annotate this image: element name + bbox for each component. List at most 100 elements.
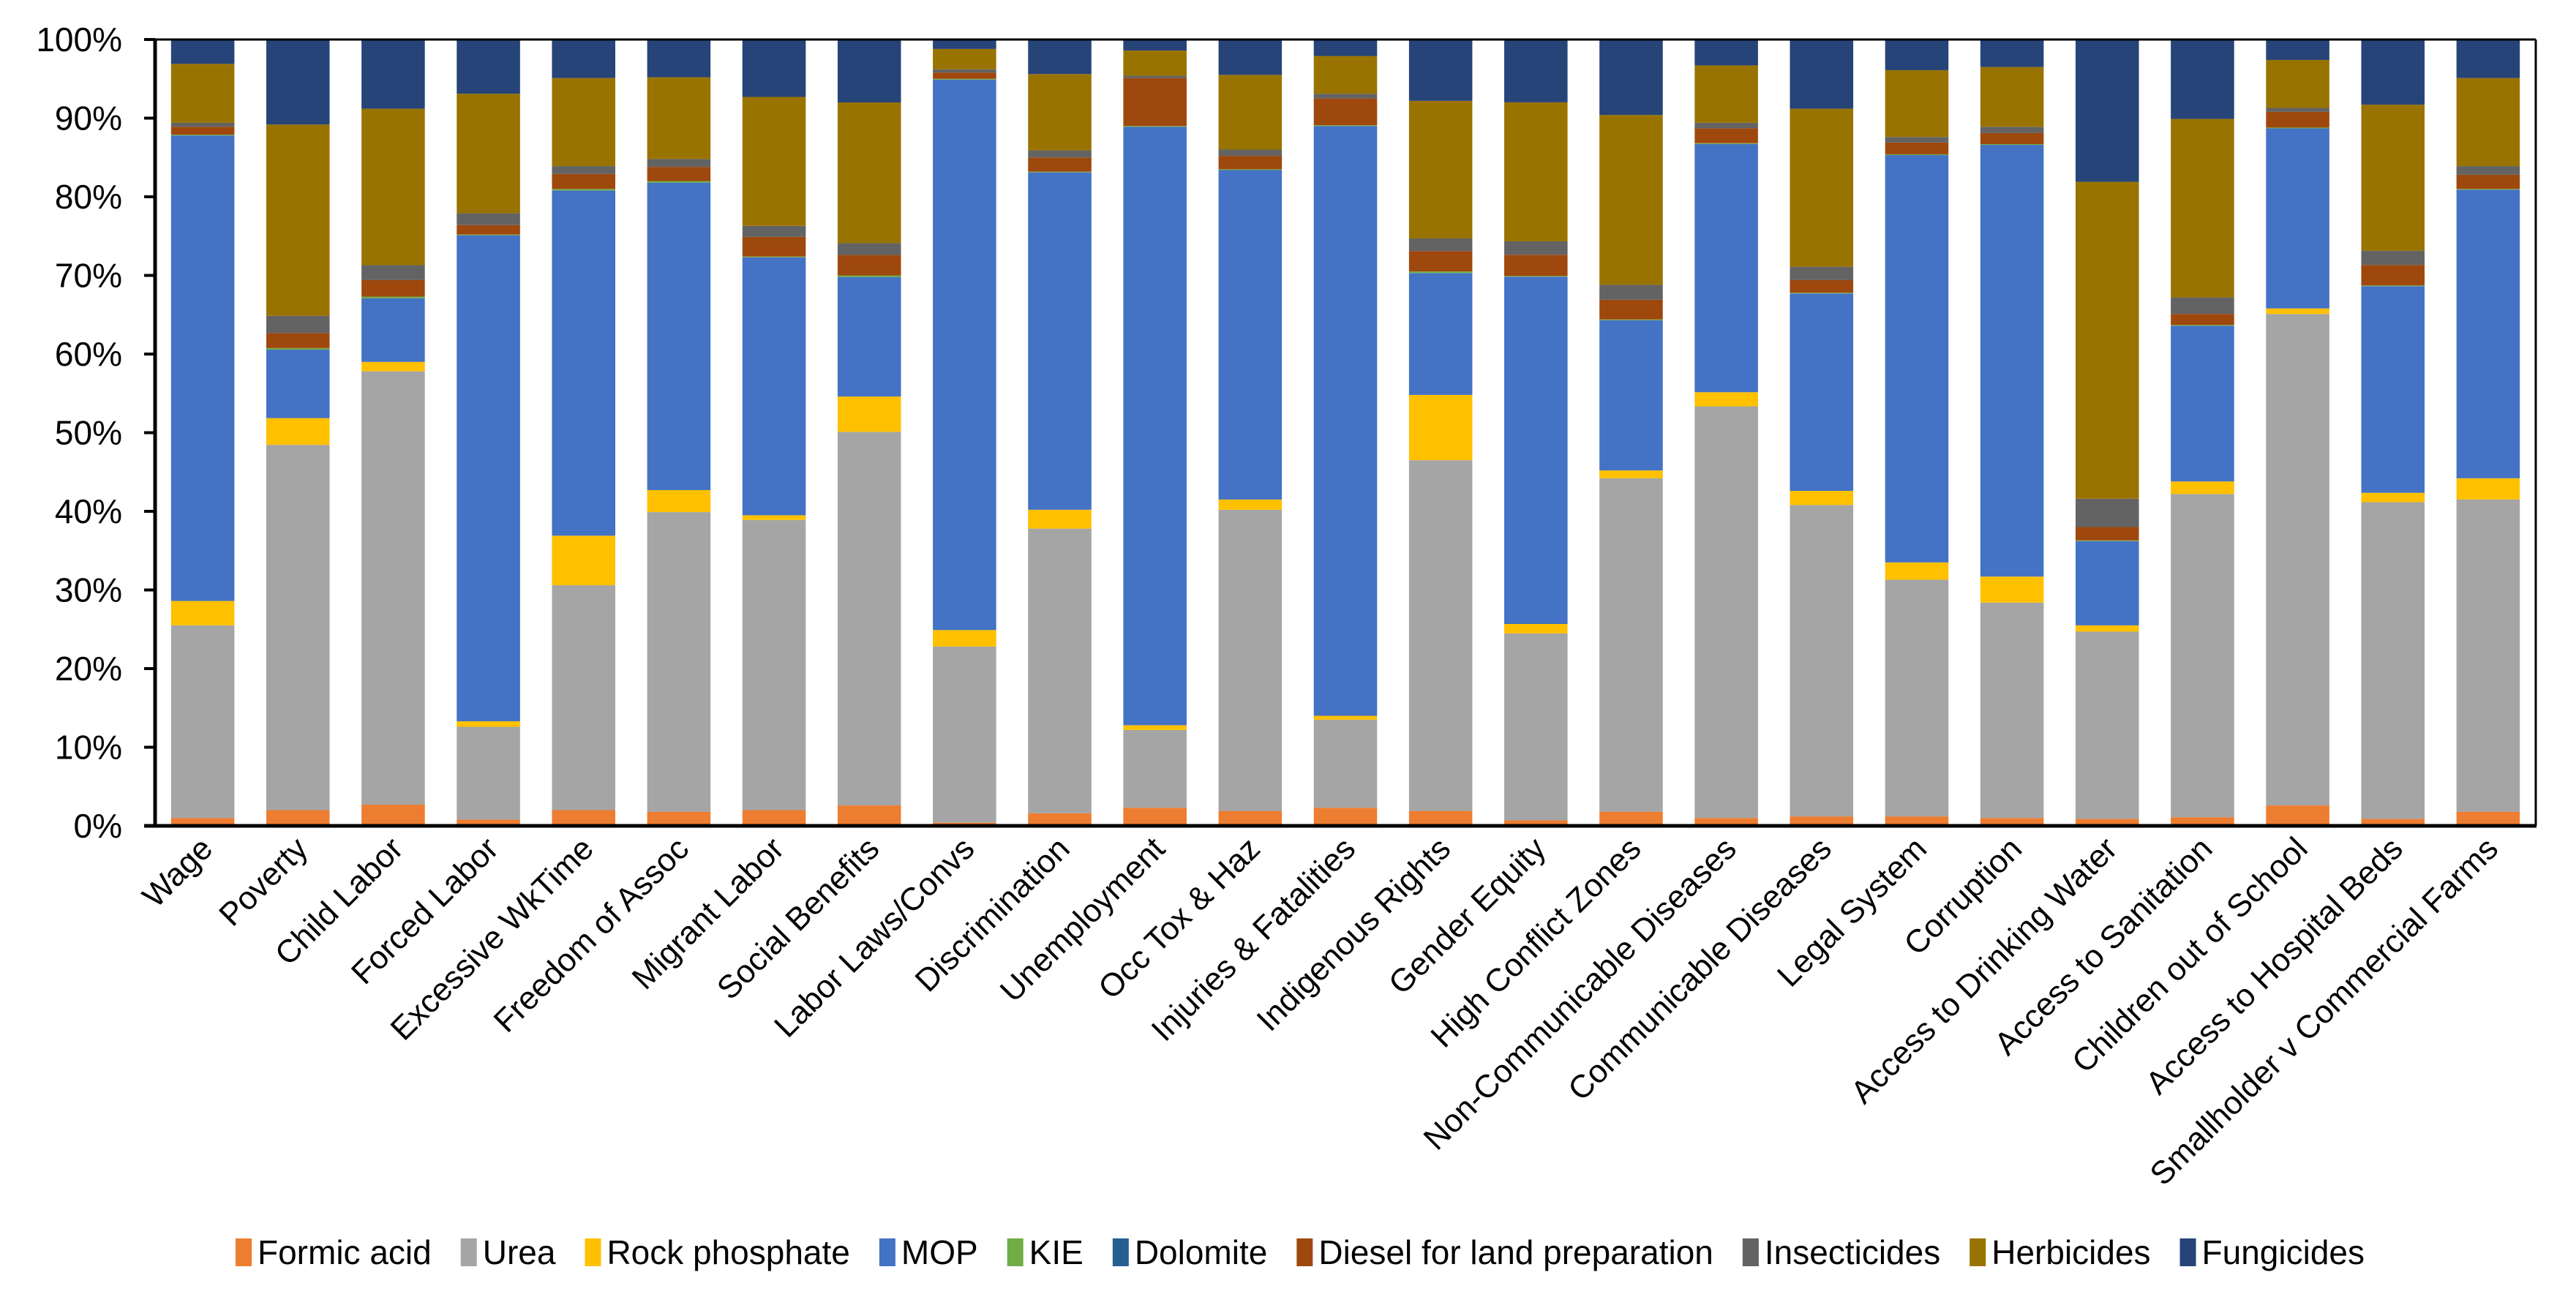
bar-segment-diesel-for-land-preparation — [1694, 128, 1758, 143]
bar-segment-urea — [2456, 499, 2520, 812]
bar-stack-gender-equity — [1504, 40, 1568, 826]
bar-segment-fungicides — [2171, 40, 2234, 119]
legend: Formic acid Urea Rock phosphate MOP KIE Dolom… — [236, 1233, 2365, 1271]
bar-segment-rock-phosphate — [457, 721, 520, 727]
bar-segment-herbicides — [647, 77, 711, 159]
legend-item-dolomite: Dolomite — [1112, 1233, 1267, 1271]
bar-segment-formic-acid — [361, 804, 425, 826]
bar-segment-herbicides — [2171, 119, 2234, 298]
bar-segment-formic-acid — [2266, 805, 2329, 826]
bar-segment-formic-acid — [552, 810, 615, 826]
bar-segment-fungicides — [1790, 40, 1854, 109]
y-tick-label: 90% — [55, 99, 122, 138]
bar-segment-rock-phosphate — [2076, 625, 2139, 632]
legend-swatch — [1742, 1238, 1759, 1266]
bar-segment-urea — [170, 625, 235, 819]
bar-segment-kie — [647, 181, 711, 183]
bar-segment-urea — [552, 585, 615, 811]
bar-segment-rock-phosphate — [1408, 394, 1473, 461]
y-tick-label: 0% — [74, 807, 122, 845]
legend-label: Herbicides — [1991, 1233, 2150, 1271]
bar-segment-mop — [1028, 172, 1092, 510]
bar-segment-insecticides — [2361, 250, 2425, 266]
bar-segment-herbicides — [2361, 105, 2425, 251]
bar-segment-urea — [933, 646, 996, 823]
bar-segment-formic-acid — [1218, 811, 1283, 826]
bar-segment-insecticides — [170, 122, 235, 127]
legend-swatch — [879, 1238, 895, 1266]
bar-segment-formic-acid — [266, 810, 330, 826]
legend-swatch — [585, 1238, 601, 1266]
bar-stack-indigenous-rights — [1408, 40, 1473, 826]
bar-segment-diesel-for-land-preparation — [2076, 527, 2139, 541]
bar-segment-herbicides — [1599, 115, 1663, 285]
legend-label: Diesel for land preparation — [1318, 1233, 1713, 1271]
bar-segment-urea — [1123, 729, 1187, 808]
bar-segment-urea — [837, 432, 901, 806]
bar-stack-corruption — [1980, 40, 2044, 826]
bar-segment-herbicides — [1885, 69, 1949, 138]
bar-stack-communicable-diseases — [1790, 40, 1854, 826]
bar-stack-non-communicable-diseases — [1694, 40, 1758, 826]
bar-segment-diesel-for-land-preparation — [2361, 265, 2425, 286]
bar-segment-kie — [552, 189, 615, 191]
bar-segment-formic-acid — [1408, 811, 1473, 826]
bar-segment-formic-acid — [1123, 808, 1187, 826]
y-tick-label: 50% — [55, 414, 122, 452]
bar-segment-diesel-for-land-preparation — [1885, 142, 1949, 154]
bar-stack-children-out-of-school — [2266, 40, 2329, 826]
bar-segment-kie — [1694, 143, 1758, 144]
bar-segment-rock-phosphate — [742, 515, 806, 520]
bar-segment-urea — [1313, 719, 1378, 808]
bar-segment-fungicides — [933, 40, 996, 49]
bar-segment-urea — [1599, 478, 1663, 812]
bar-segment-mop — [2266, 128, 2329, 309]
bar-segment-mop — [1790, 293, 1854, 492]
bar-segment-diesel-for-land-preparation — [1123, 78, 1187, 127]
bar-stack-migrant-labor — [742, 40, 806, 826]
bar-stack-access-to-drinking-water — [2076, 40, 2139, 826]
bar-segment-urea — [1980, 602, 2044, 819]
legend-label: MOP — [901, 1233, 978, 1271]
legend-item-rock-phosphate: Rock phosphate — [585, 1233, 850, 1271]
bar-segment-diesel-for-land-preparation — [837, 255, 901, 276]
bar-stack-occ-tox-haz — [1218, 40, 1283, 826]
bar-segment-herbicides — [1504, 102, 1568, 241]
legend-label: KIE — [1029, 1233, 1084, 1271]
bar-stack-wage — [170, 40, 235, 826]
bar-segment-herbicides — [1028, 74, 1092, 151]
bar-segment-insecticides — [2076, 498, 2139, 527]
legend-swatch — [1969, 1238, 1986, 1266]
bar-segment-insecticides — [742, 225, 806, 237]
bar-segment-herbicides — [361, 108, 425, 266]
x-tick-label: Occ Tox & Haz — [1092, 830, 1267, 1006]
bar-segment-formic-acid — [457, 819, 520, 826]
bar-segment-formic-acid — [742, 810, 806, 826]
bar-stack-high-conflict-zones — [1599, 40, 1663, 826]
legend-label: Urea — [483, 1233, 556, 1271]
bar-segment-insecticides — [1885, 137, 1949, 143]
bar-segment-urea — [1408, 460, 1473, 811]
bar-segment-insecticides — [647, 159, 711, 168]
bar-segment-formic-acid — [1885, 816, 1949, 826]
legend-swatch — [460, 1238, 477, 1266]
bar-segment-mop — [2456, 189, 2520, 478]
bar-segment-fungicides — [742, 40, 806, 97]
bar-segment-kie — [1980, 143, 2044, 146]
bar-segment-insecticides — [837, 243, 901, 255]
bar-segment-mop — [1885, 155, 1949, 563]
bar-segment-formic-acid — [1980, 818, 2044, 826]
bar-stack-unemployment — [1123, 40, 1187, 826]
bar-segment-fungicides — [2361, 40, 2425, 105]
y-tick-label: 70% — [55, 257, 122, 295]
bar-segment-insecticides — [552, 166, 615, 174]
bar-segment-urea — [1790, 505, 1854, 817]
bar-segment-mop — [1313, 126, 1378, 716]
bar-segment-insecticides — [2171, 297, 2234, 315]
bar-segment-mop — [1123, 127, 1187, 726]
bar-segment-mop — [1218, 170, 1283, 500]
bar-segment-rock-phosphate — [1694, 392, 1758, 407]
bar-segment-fungicides — [170, 40, 235, 64]
bar-segment-mop — [457, 235, 520, 722]
x-tick-label: Social Benefits — [710, 830, 886, 1006]
